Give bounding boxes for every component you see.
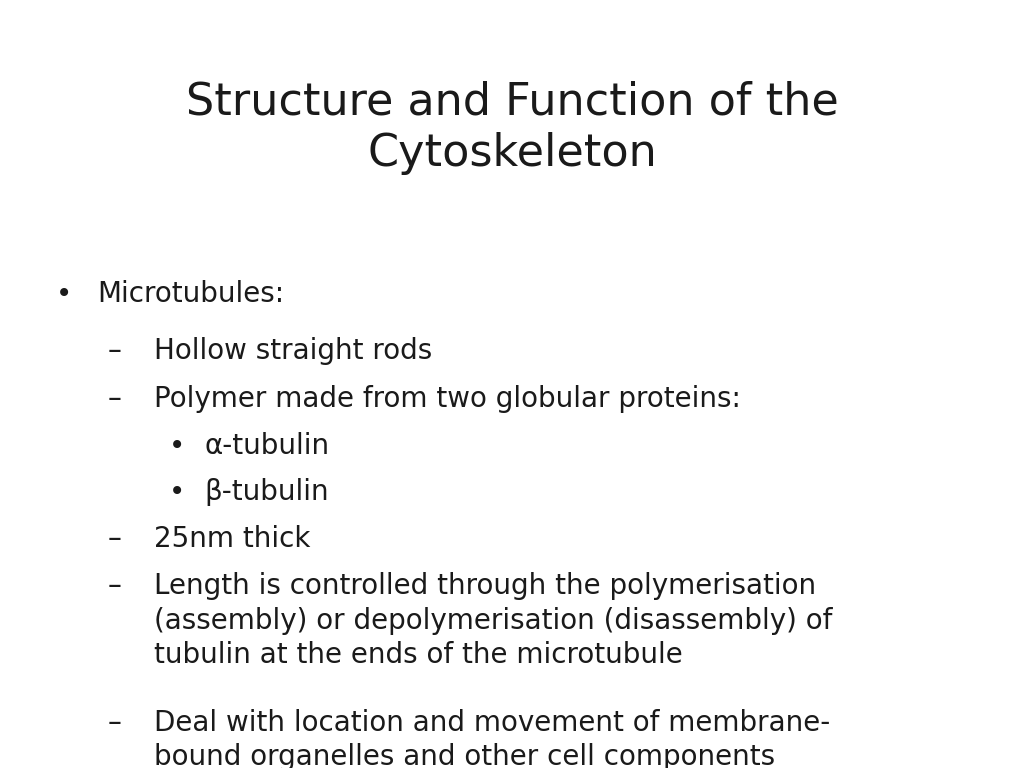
Text: –: –	[108, 525, 122, 552]
Text: Polymer made from two globular proteins:: Polymer made from two globular proteins:	[154, 385, 740, 412]
Text: Hollow straight rods: Hollow straight rods	[154, 337, 432, 365]
Text: •: •	[56, 280, 73, 308]
Text: Microtubules:: Microtubules:	[97, 280, 285, 308]
Text: Length is controlled through the polymerisation
(assembly) or depolymerisation (: Length is controlled through the polymer…	[154, 572, 831, 670]
Text: α-tubulin: α-tubulin	[205, 432, 330, 460]
Text: 25nm thick: 25nm thick	[154, 525, 310, 552]
Text: –: –	[108, 572, 122, 600]
Text: •: •	[169, 478, 185, 506]
Text: β-tubulin: β-tubulin	[205, 478, 330, 506]
Text: Deal with location and movement of membrane-
bound organelles and other cell com: Deal with location and movement of membr…	[154, 709, 829, 768]
Text: Structure and Function of the
Cytoskeleton: Structure and Function of the Cytoskelet…	[185, 81, 839, 175]
Text: –: –	[108, 709, 122, 737]
Text: –: –	[108, 385, 122, 412]
Text: •: •	[169, 432, 185, 460]
Text: –: –	[108, 337, 122, 365]
